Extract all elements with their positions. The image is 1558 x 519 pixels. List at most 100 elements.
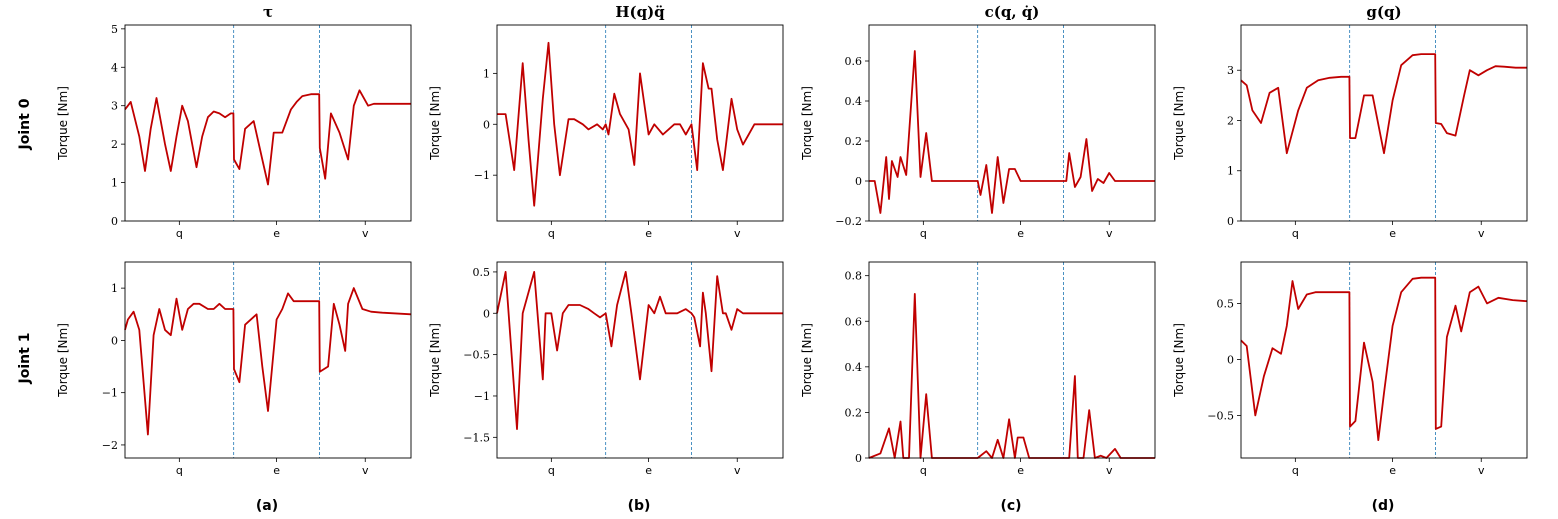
row-label-joint-1-text: Joint 1 (17, 333, 33, 385)
x-tick-label-v: v (1478, 464, 1485, 477)
series-line-1 (496, 271, 783, 430)
y-tick-label: 1 (483, 67, 490, 80)
y-tick-label: 0.8 (845, 270, 863, 283)
subplot-6: −1.5 −1 −0.5 0 0.5 q e v Torque [Nm] (428, 261, 784, 477)
y-tick-label: 3 (1227, 64, 1234, 77)
subplot-title: H(q)q̈ (615, 3, 665, 21)
x-tick-label-q: q (1292, 227, 1299, 240)
x-tick-label-v: v (734, 464, 741, 477)
x-tick-label-q: q (1292, 464, 1299, 477)
y-tick-label: 0 (855, 175, 862, 188)
y-tick-label: 0.2 (845, 406, 863, 419)
x-tick-label-e: e (273, 464, 280, 477)
x-tick-label-e: e (1389, 227, 1396, 240)
series-line-1 (869, 50, 1155, 214)
x-tick-label-e: e (1389, 464, 1396, 477)
y-tick-label: 1 (111, 282, 118, 295)
x-tick-label-v: v (362, 227, 369, 240)
y-tick-label: 0.6 (845, 315, 863, 328)
y-tick-label: −0.5 (1207, 409, 1234, 422)
y-tick-label: 0.5 (473, 266, 491, 279)
y-tick-label: −0.2 (835, 215, 862, 228)
y-tick-label: 0 (855, 452, 862, 465)
y-axis-label: Torque [Nm] (56, 323, 70, 398)
plot-frame (124, 261, 412, 459)
y-tick-label: 0.4 (845, 95, 863, 108)
y-tick-label: −1 (102, 387, 118, 400)
y-tick-label: 0 (1227, 215, 1234, 228)
series-line-1 (497, 41, 783, 207)
y-tick-label: −1 (474, 390, 490, 403)
plot-frame (496, 261, 784, 459)
row-label-joint-0: Joint 0 (17, 98, 33, 150)
plot-grid: 0 1 2 3 4 5 q e v Torque [Nm] τ −1 0 1 q e v Torque [Nm] H… (56, 3, 1528, 477)
panel-label-c: (c) (1000, 498, 1021, 514)
series-line-1 (1240, 53, 1527, 155)
y-tick-label: 2 (111, 138, 118, 151)
y-axis-label: Torque [Nm] (56, 86, 70, 161)
series-line-1 (868, 293, 1155, 459)
plot-frame (868, 261, 1156, 459)
subplot-7: 0 0.2 0.4 0.6 0.8 q e v Torque [Nm] (800, 261, 1156, 477)
plot-frame (1240, 24, 1528, 222)
y-tick-label: 5 (111, 23, 118, 36)
series-line-1 (124, 89, 411, 186)
x-tick-label-q: q (176, 464, 183, 477)
y-tick-label: 0 (483, 307, 490, 320)
y-tick-label: 2 (1227, 114, 1234, 127)
subplot-2: −1 0 1 q e v Torque [Nm] H(q)q̈ (428, 3, 784, 240)
y-axis-label: Torque [Nm] (1172, 323, 1186, 398)
y-axis-label: Torque [Nm] (428, 323, 442, 398)
series-line-1 (1240, 276, 1528, 441)
panel-label-d: (d) (1372, 498, 1395, 514)
y-tick-label: 0 (111, 334, 118, 347)
subplot-3: −0.2 0 0.2 0.4 0.6 q e v Torque [Nm] c(q, q̇) (800, 3, 1156, 240)
y-axis-label: Torque [Nm] (428, 86, 442, 161)
panel-label-a: (a) (256, 498, 278, 514)
x-tick-label-v: v (362, 464, 369, 477)
subplot-title: c(q, q̇) (985, 3, 1040, 21)
y-tick-label: −2 (102, 439, 118, 452)
x-tick-label-e: e (645, 227, 652, 240)
row-label-joint-0-text: Joint 0 (17, 98, 33, 150)
row-label-joint-1: Joint 1 (17, 333, 33, 385)
plot-frame (124, 24, 412, 222)
y-tick-label: 1 (1227, 165, 1234, 178)
y-tick-label: −0.5 (463, 349, 490, 362)
y-axis-label: Torque [Nm] (800, 86, 814, 161)
subplot-title: τ (263, 3, 273, 21)
x-tick-label-v: v (734, 227, 741, 240)
subplot-4: 0 1 2 3 q e v Torque [Nm] g(q) (1172, 3, 1528, 240)
x-tick-label-e: e (645, 464, 652, 477)
y-tick-label: 0.2 (845, 135, 863, 148)
x-tick-label-e: e (1017, 227, 1024, 240)
plot-frame (1240, 261, 1528, 459)
x-tick-label-q: q (548, 227, 555, 240)
y-tick-label: 0 (1227, 353, 1234, 366)
y-tick-label: 3 (111, 100, 118, 113)
subplot-1: 0 1 2 3 4 5 q e v Torque [Nm] τ (56, 3, 412, 240)
x-tick-label-v: v (1478, 227, 1485, 240)
y-axis-label: Torque [Nm] (1172, 86, 1186, 161)
y-tick-label: −1.5 (463, 431, 490, 444)
x-tick-label-q: q (176, 227, 183, 240)
x-tick-label-e: e (1017, 464, 1024, 477)
y-axis-label: Torque [Nm] (800, 323, 814, 398)
y-tick-label: 0.4 (845, 361, 863, 374)
x-tick-label-e: e (273, 227, 280, 240)
x-tick-label-q: q (548, 464, 555, 477)
panel-label-b: (b) (628, 498, 651, 514)
y-tick-label: 4 (111, 61, 118, 74)
y-tick-label: 0.6 (845, 55, 863, 68)
plot-frame (868, 24, 1156, 222)
plot-frame (496, 24, 784, 222)
x-tick-label-q: q (920, 227, 927, 240)
x-tick-label-v: v (1106, 464, 1113, 477)
y-tick-label: −1 (474, 169, 490, 182)
y-tick-label: 0 (111, 215, 118, 228)
x-tick-label-q: q (920, 464, 927, 477)
x-tick-label-v: v (1106, 227, 1113, 240)
subplot-5: −2 −1 0 1 q e v Torque [Nm] (56, 261, 412, 477)
y-tick-label: 1 (111, 177, 118, 190)
y-tick-label: 0 (483, 118, 490, 131)
